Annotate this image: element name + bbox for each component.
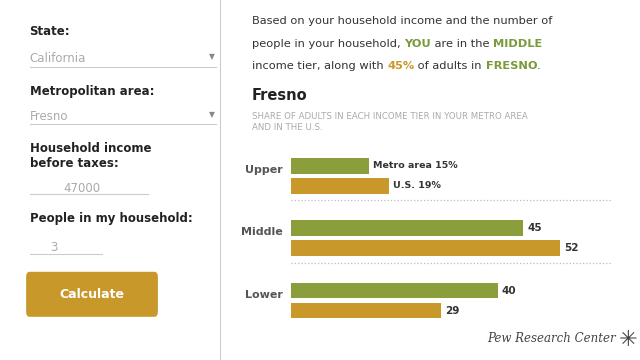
Text: 3: 3 xyxy=(50,241,58,254)
Text: U.S. 19%: U.S. 19% xyxy=(394,181,441,190)
Text: 29: 29 xyxy=(445,306,460,316)
Text: ▼: ▼ xyxy=(209,110,215,119)
Text: MIDDLE: MIDDLE xyxy=(493,39,542,49)
Bar xyxy=(291,158,369,174)
Bar xyxy=(291,178,389,194)
Text: 45%: 45% xyxy=(387,61,415,71)
FancyBboxPatch shape xyxy=(26,272,158,317)
Bar xyxy=(291,220,524,236)
Text: State:: State: xyxy=(29,25,70,38)
Text: YOU: YOU xyxy=(404,39,431,49)
Text: 47000: 47000 xyxy=(63,182,100,195)
Text: California: California xyxy=(29,52,86,65)
Bar xyxy=(291,303,441,318)
Text: Metro area 15%: Metro area 15% xyxy=(372,161,458,170)
Text: .: . xyxy=(537,61,541,71)
Text: Calculate: Calculate xyxy=(60,288,125,301)
Text: SHARE OF ADULTS IN EACH INCOME TIER IN YOUR METRO AREA
AND IN THE U.S.: SHARE OF ADULTS IN EACH INCOME TIER IN Y… xyxy=(252,112,528,132)
Text: 40: 40 xyxy=(502,285,516,296)
Text: are in the: are in the xyxy=(431,39,493,49)
Text: Household income
before taxes:: Household income before taxes: xyxy=(29,142,151,170)
Text: Pew Research Center: Pew Research Center xyxy=(488,332,616,345)
Text: Fresno: Fresno xyxy=(29,110,68,123)
Bar xyxy=(291,240,559,256)
Text: ▼: ▼ xyxy=(209,52,215,61)
Text: People in my household:: People in my household: xyxy=(29,212,192,225)
Text: ✳: ✳ xyxy=(619,330,637,350)
Text: Fresno: Fresno xyxy=(252,88,308,103)
Text: income tier, along with: income tier, along with xyxy=(252,61,387,71)
Text: 45: 45 xyxy=(527,223,542,233)
Bar xyxy=(291,283,498,298)
Text: of adults in: of adults in xyxy=(415,61,486,71)
Text: Based on your household income and the number of: Based on your household income and the n… xyxy=(252,16,552,26)
Text: Metropolitan area:: Metropolitan area: xyxy=(29,85,154,98)
Text: FRESNO: FRESNO xyxy=(486,61,537,71)
Text: people in your household,: people in your household, xyxy=(252,39,404,49)
Text: 52: 52 xyxy=(564,243,578,253)
